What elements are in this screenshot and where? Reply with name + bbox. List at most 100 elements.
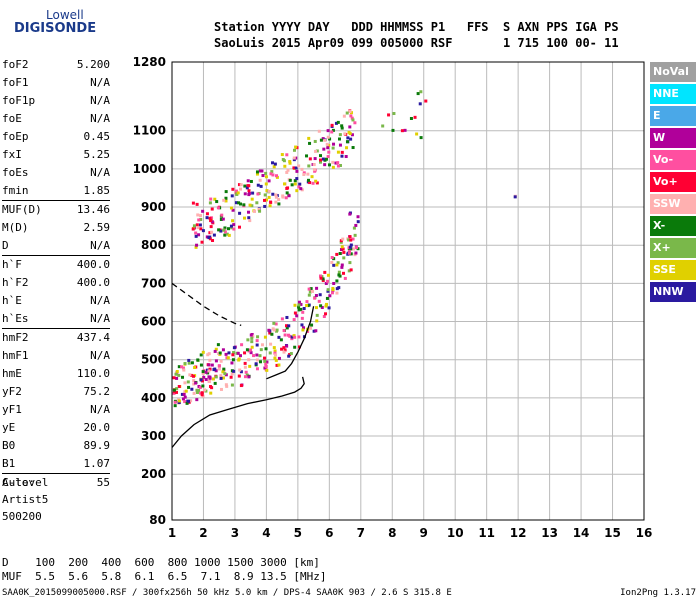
echo-point xyxy=(234,201,238,205)
echo-point xyxy=(182,368,186,372)
param-name: foEs xyxy=(2,166,29,179)
echo-point xyxy=(283,333,287,337)
param-value: N/A xyxy=(90,166,110,179)
echo-point xyxy=(349,238,353,242)
param-row: foEs N/A xyxy=(2,164,110,182)
echo-point xyxy=(271,173,275,177)
echo-point xyxy=(349,243,353,247)
echo-point xyxy=(208,385,212,389)
echo-point xyxy=(336,120,340,124)
echo-point xyxy=(264,347,268,351)
echo-point xyxy=(274,329,278,333)
echo-point xyxy=(288,353,292,357)
echo-point xyxy=(173,404,177,408)
x-tick-label: 7 xyxy=(357,526,365,540)
echo-point xyxy=(330,130,334,134)
param-row: yE 20.0 xyxy=(2,419,110,437)
echo-point xyxy=(321,279,325,283)
echo-point xyxy=(252,354,256,358)
echo-point xyxy=(196,358,200,362)
echo-point xyxy=(273,356,277,360)
echo-point xyxy=(260,343,264,347)
echo-point xyxy=(217,367,221,371)
echo-point xyxy=(274,193,278,197)
auto-code: 500200 xyxy=(2,510,42,523)
echo-point xyxy=(343,276,347,280)
echo-point xyxy=(208,216,212,220)
echo-point xyxy=(247,189,251,193)
echo-point xyxy=(294,166,298,170)
echo-point xyxy=(280,317,284,321)
echo-point xyxy=(351,118,355,122)
echo-point xyxy=(177,384,181,388)
parameter-list: foF2 5.200 foF1 N/A foF1p N/A foE N/A foEp 0.45 fx… xyxy=(2,56,110,492)
echo-point xyxy=(195,390,199,394)
echo-point xyxy=(239,187,243,191)
echo-point xyxy=(222,228,226,232)
echo-point xyxy=(300,323,304,327)
echo-point xyxy=(209,391,213,395)
echo-point xyxy=(177,401,181,405)
echo-point xyxy=(249,348,253,352)
echo-point xyxy=(347,130,351,134)
param-row: B1 1.07 xyxy=(2,455,110,473)
echo-point xyxy=(267,179,271,183)
echo-point xyxy=(192,379,196,383)
x-tick-label: 3 xyxy=(231,526,239,540)
echo-point xyxy=(392,112,396,116)
param-row: foF2 5.200 xyxy=(2,56,110,74)
echo-point xyxy=(270,170,274,174)
param-value: N/A xyxy=(90,403,110,416)
echo-point xyxy=(214,347,218,351)
echo-point xyxy=(297,303,301,307)
y-tick-label: 80 xyxy=(149,513,166,527)
echo-point xyxy=(293,303,297,307)
echo-point xyxy=(213,197,217,201)
echo-point xyxy=(237,225,241,229)
x-tick-label: 9 xyxy=(420,526,428,540)
echo-point xyxy=(306,172,310,176)
echo-point xyxy=(197,233,201,237)
echo-point xyxy=(354,251,358,255)
echo-point xyxy=(263,198,267,202)
echo-point xyxy=(258,178,262,182)
echo-point xyxy=(224,352,228,356)
echo-point xyxy=(319,274,323,278)
echo-point xyxy=(175,390,179,394)
echo-point xyxy=(201,371,205,375)
echo-point xyxy=(265,189,269,193)
echo-point xyxy=(293,335,297,339)
echo-point xyxy=(245,373,249,377)
echo-point xyxy=(338,137,342,141)
echo-point xyxy=(201,370,205,374)
echo-point xyxy=(409,116,413,120)
echo-point xyxy=(227,233,231,237)
echo-point xyxy=(205,216,209,220)
echo-point xyxy=(186,380,190,384)
echo-point xyxy=(335,252,339,256)
param-row: MUF(D) 13.46 xyxy=(2,201,110,219)
echo-point xyxy=(222,367,226,371)
echo-point xyxy=(307,164,311,168)
echo-point xyxy=(283,348,287,352)
echo-point xyxy=(181,375,185,379)
echo-point xyxy=(177,365,181,369)
echo-point xyxy=(312,168,316,172)
echo-point xyxy=(196,213,200,217)
legend-item: NNE xyxy=(650,84,696,104)
echo-point xyxy=(224,383,228,387)
echo-point xyxy=(185,401,189,405)
echo-point xyxy=(243,192,247,196)
echo-point xyxy=(352,247,356,251)
echo-point xyxy=(237,183,241,187)
echo-point xyxy=(238,354,242,358)
echo-point xyxy=(288,161,292,165)
echo-point xyxy=(201,229,205,233)
echo-point xyxy=(225,384,229,388)
echo-point xyxy=(305,304,309,308)
echo-point xyxy=(418,102,422,106)
x-tick-label: 11 xyxy=(478,526,495,540)
echo-point xyxy=(274,353,278,357)
y-tick-label: 400 xyxy=(141,391,166,405)
echo-point xyxy=(274,200,278,204)
